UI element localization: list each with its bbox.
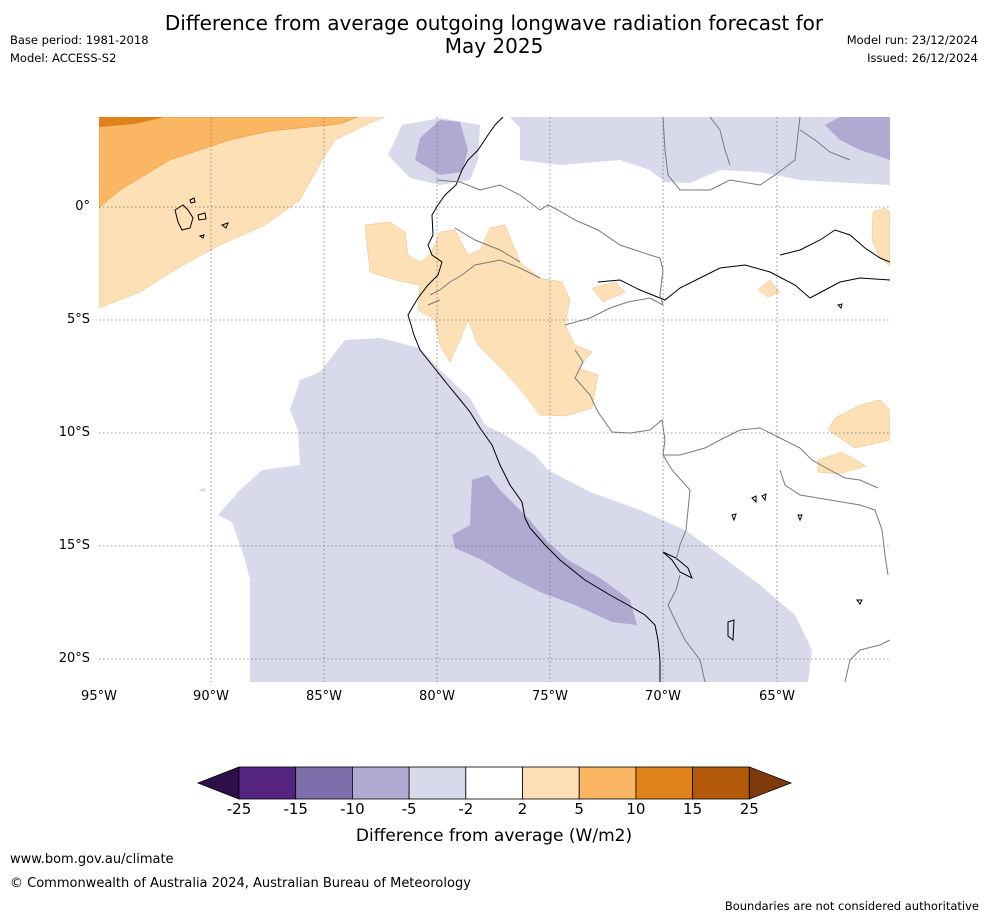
colorbar-boxes (196, 766, 793, 800)
colorbar-box (408, 766, 467, 800)
galapagos-islands (174, 197, 229, 239)
colorbar-tick-label: -2 (458, 800, 474, 818)
coastline-north-amazon (597, 264, 890, 301)
colorbar-box (295, 766, 353, 800)
colorbar-tick-label: 5 (574, 800, 584, 818)
anomaly-light-orange-brazil-2 (817, 451, 867, 475)
colorbar-box (578, 766, 637, 800)
lat-label-10s: 10°S (58, 425, 90, 440)
anomaly-purple-colombia (415, 120, 468, 175)
small-lakes (727, 303, 863, 642)
colorbar-tick-label: -15 (283, 800, 308, 818)
colorbar-extend-low (196, 766, 240, 800)
anomaly-purple-peru-coast (452, 475, 637, 625)
anomaly-light-orange-ecuador-peru (364, 221, 599, 417)
coastline-west (407, 117, 661, 682)
model-name: Model: ACCESS-S2 (10, 51, 117, 65)
anomaly-light-orange-brazil-3 (871, 207, 890, 267)
colorbar-box (238, 766, 297, 800)
lon-label-65w: 65°W (759, 689, 795, 704)
lon-label-90w: 90°W (193, 689, 229, 704)
anomaly-dark-orange-pacific (99, 117, 165, 127)
colorbar-tick-label: 25 (739, 800, 759, 818)
issued-date: Issued: 26/12/2024 (867, 51, 978, 65)
base-period: Base period: 1981-2018 (10, 33, 149, 47)
boundary-disclaimer: Boundaries are not considered authoritat… (724, 899, 979, 913)
meta-right: Model run: 23/12/2024 Issued: 26/12/2024 (847, 31, 978, 67)
colorbar-tick-label: -10 (340, 800, 365, 818)
amazon-river-south-bank (779, 229, 890, 263)
anomaly-light-purple-small (198, 488, 205, 492)
lon-label-95w: 95°W (81, 689, 117, 704)
colorbar-tick-label: -5 (401, 800, 417, 818)
map-area (99, 117, 890, 682)
colorbar-box (635, 766, 694, 800)
colorbar-extend-high (748, 766, 793, 800)
website-link[interactable]: www.bom.gov.au/climate (10, 852, 174, 867)
lon-label-80w: 80°W (419, 689, 455, 704)
anomaly-light-orange-amazon-small (591, 281, 626, 303)
model-run: Model run: 23/12/2024 (846, 33, 978, 47)
colorbar-tick-label: 15 (683, 800, 703, 818)
colorbar-tick-label: 10 (626, 800, 646, 818)
copyright-text: © Commonwealth of Australia 2024, Austra… (10, 876, 471, 891)
anomaly-light-purple-north (390, 117, 890, 185)
colorbar-box (465, 766, 523, 800)
anomaly-purple-venezuela (825, 117, 890, 160)
lat-label-5s: 5°S (66, 312, 90, 327)
title-line-1: Difference from average outgoing longwav… (164, 11, 824, 35)
anomaly-orange-pacific (99, 117, 359, 209)
lon-label-85w: 85°W (306, 689, 342, 704)
colorbar-box (351, 766, 410, 800)
anomaly-light-orange-pacific (99, 117, 386, 309)
anomaly-light-orange-amazon-small-2 (757, 279, 781, 298)
map-title: Difference from average outgoing longwav… (0, 12, 988, 58)
colorbar-label: Difference from average (W/m2) (355, 826, 633, 846)
national-borders (427, 117, 890, 682)
anomaly-light-orange-brazil-1 (827, 399, 890, 449)
lon-label-75w: 75°W (532, 689, 568, 704)
title-line-2: May 2025 (444, 34, 544, 58)
lat-label-20s: 20°S (58, 651, 90, 666)
lat-label-0: 0° (75, 199, 90, 214)
lon-label-70w: 70°W (645, 689, 681, 704)
colorbar-box (522, 766, 580, 800)
colorbar-box (692, 766, 750, 800)
colorbar-tick-label: 2 (517, 800, 528, 818)
colorbar-tick-label: -25 (226, 800, 252, 818)
lat-label-15s: 15°S (58, 538, 90, 553)
meta-left: Base period: 1981-2018 Model: ACCESS-S2 (10, 31, 149, 67)
lake-titicaca (662, 551, 693, 580)
